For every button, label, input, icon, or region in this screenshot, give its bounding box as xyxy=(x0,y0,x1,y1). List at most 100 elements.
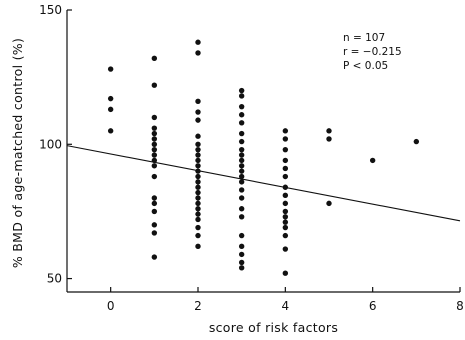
data-point xyxy=(282,200,289,207)
data-point xyxy=(195,163,201,169)
data-point xyxy=(238,214,245,220)
data-point xyxy=(282,270,289,276)
data-point xyxy=(195,141,201,147)
data-point xyxy=(282,232,289,239)
data-point xyxy=(195,243,201,250)
data-point xyxy=(238,112,245,118)
data-point xyxy=(238,232,245,239)
data-point xyxy=(282,246,289,252)
data-point xyxy=(326,136,332,142)
data-point xyxy=(282,128,289,134)
data-point xyxy=(195,39,201,45)
data-point xyxy=(107,106,114,113)
data-point xyxy=(151,200,158,207)
data-point xyxy=(282,208,289,215)
data-point xyxy=(369,157,376,164)
data-point xyxy=(238,265,245,271)
data-point xyxy=(238,157,245,164)
data-point xyxy=(238,173,245,180)
data-point xyxy=(282,224,289,231)
annotation-line: r = −0.215 xyxy=(343,46,402,58)
data-point xyxy=(151,163,158,169)
data-point xyxy=(282,219,289,225)
data-point xyxy=(195,117,201,123)
data-point xyxy=(151,195,158,201)
data-point xyxy=(238,87,245,94)
axes xyxy=(66,10,460,293)
data-point xyxy=(282,146,289,153)
y-axis-label: % BMD of age-matched control (%) xyxy=(10,38,25,268)
y-tick-label: 50 xyxy=(47,272,62,286)
data-point xyxy=(195,168,201,174)
data-point xyxy=(151,208,158,215)
x-tick-label: 0 xyxy=(107,299,115,313)
data-point xyxy=(151,152,158,158)
data-point xyxy=(238,130,245,137)
data-point xyxy=(195,50,201,56)
data-point xyxy=(238,195,245,201)
data-point xyxy=(195,184,201,190)
data-point xyxy=(282,214,289,220)
data-point xyxy=(413,138,420,145)
data-point xyxy=(238,103,245,110)
data-point xyxy=(151,55,158,62)
data-point xyxy=(151,146,158,153)
data-point xyxy=(238,179,245,185)
data-point xyxy=(238,120,245,126)
data-point xyxy=(195,98,201,105)
stats-annotation: n = 107 r = −0.215 P < 0.05 xyxy=(343,32,402,72)
data-point xyxy=(195,224,201,231)
data-point xyxy=(195,189,201,196)
data-point xyxy=(151,157,158,164)
data-point xyxy=(195,179,201,185)
data-point xyxy=(195,232,201,239)
data-point xyxy=(195,152,201,158)
y-tick-label: 150 xyxy=(39,3,62,17)
data-point xyxy=(195,157,201,164)
data-point xyxy=(195,109,201,115)
data-point xyxy=(195,173,201,180)
data-point xyxy=(282,192,289,199)
data-point xyxy=(238,168,245,174)
data-point xyxy=(195,206,201,212)
data-point xyxy=(326,200,332,207)
data-point xyxy=(238,259,245,266)
annotation-line: n = 107 xyxy=(343,32,385,44)
data-point xyxy=(238,243,245,250)
data-point xyxy=(195,146,201,153)
x-tick-label: 4 xyxy=(282,299,290,313)
x-tick-label: 2 xyxy=(194,299,202,313)
data-point xyxy=(151,125,158,131)
regression-line xyxy=(66,145,461,222)
data-point xyxy=(282,136,289,142)
data-point xyxy=(107,95,114,102)
data-point xyxy=(238,251,245,258)
data-point xyxy=(151,82,158,88)
data-point xyxy=(238,163,245,169)
data-point xyxy=(151,141,158,147)
data-point xyxy=(238,187,245,193)
data-point xyxy=(238,206,245,212)
data-points xyxy=(107,39,420,276)
data-point xyxy=(282,157,289,164)
data-point xyxy=(282,184,289,190)
data-point xyxy=(326,128,332,134)
x-tick-label: 8 xyxy=(456,299,464,313)
data-point xyxy=(282,165,289,172)
data-point xyxy=(151,136,158,142)
data-point xyxy=(195,211,201,217)
ticks: 0 2 4 6 8 50 100 150 xyxy=(39,3,464,313)
data-point xyxy=(151,254,158,260)
data-point xyxy=(151,230,158,236)
data-point xyxy=(151,114,158,121)
data-point xyxy=(107,128,114,134)
data-point xyxy=(238,138,245,145)
data-point xyxy=(151,222,158,228)
data-point xyxy=(282,173,289,180)
data-point xyxy=(195,133,201,139)
data-point xyxy=(195,216,201,223)
x-tick-label: 6 xyxy=(369,299,377,313)
annotation-line: P < 0.05 xyxy=(343,60,388,72)
data-point xyxy=(195,195,201,201)
